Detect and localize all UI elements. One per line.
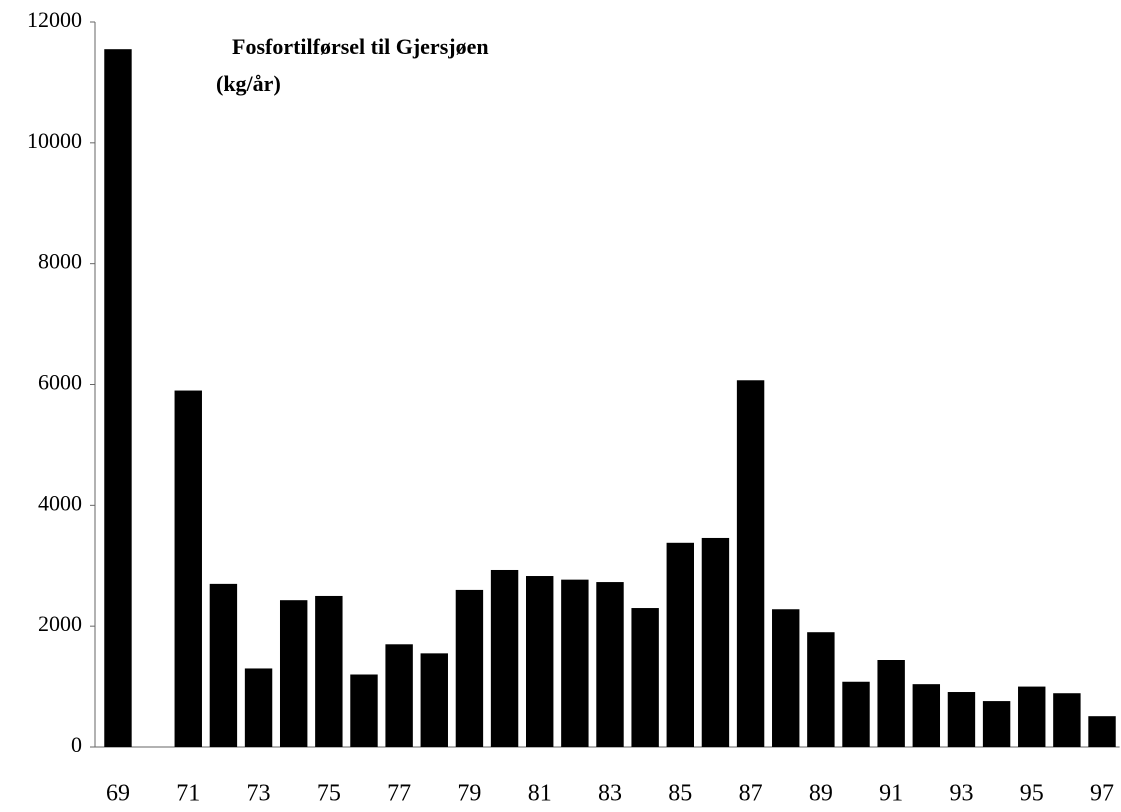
bar (596, 582, 624, 747)
bar (842, 681, 870, 747)
x-tick-label: 71 (176, 781, 200, 807)
y-tick-label: 8000 (38, 249, 82, 274)
x-tick-label: 97 (1090, 781, 1114, 807)
bar (701, 537, 730, 747)
x-tick-label: 73 (247, 781, 271, 807)
bar (631, 608, 659, 747)
bar (174, 390, 202, 747)
bar (772, 609, 800, 747)
bar (1018, 686, 1046, 747)
x-tick-label: 81 (528, 781, 552, 807)
bar (912, 684, 941, 747)
x-tick-label: 95 (1020, 781, 1044, 807)
x-tick-label: 83 (598, 781, 622, 807)
bar (1053, 693, 1081, 747)
bar (877, 660, 905, 747)
y-tick-label: 2000 (38, 611, 82, 636)
bar (209, 583, 238, 747)
bar (104, 49, 132, 747)
bar (561, 579, 589, 747)
chart-subtitle: (kg/år) (216, 71, 281, 96)
y-tick-label: 6000 (38, 370, 82, 395)
bar (526, 576, 554, 747)
bar (420, 653, 448, 747)
bar (385, 644, 413, 747)
bar (279, 600, 308, 747)
bar (666, 542, 694, 747)
bar (490, 569, 519, 747)
x-tick-label: 87 (739, 781, 763, 807)
bar (1088, 716, 1116, 747)
x-tick-label: 75 (317, 781, 341, 807)
x-tick-label: 91 (879, 781, 903, 807)
y-tick-label: 0 (71, 732, 82, 757)
bar (736, 380, 765, 747)
x-tick-label: 85 (668, 781, 692, 807)
bar (350, 674, 378, 747)
bar (982, 701, 1011, 747)
bar (807, 632, 835, 747)
bar (315, 595, 343, 747)
bar (947, 692, 976, 747)
x-tick-label: 69 (106, 781, 130, 807)
chart-title: Fosfortilførsel til Gjersjøen (232, 34, 489, 59)
x-tick-label: 79 (457, 781, 481, 807)
bar (244, 668, 273, 747)
x-tick-label: 89 (809, 781, 833, 807)
y-tick-label: 12000 (27, 7, 82, 32)
y-tick-label: 10000 (27, 128, 82, 153)
y-tick-label: 4000 (38, 490, 82, 515)
x-tick-label: 77 (387, 781, 411, 807)
x-tick-label: 93 (949, 781, 973, 807)
bar (455, 589, 484, 747)
